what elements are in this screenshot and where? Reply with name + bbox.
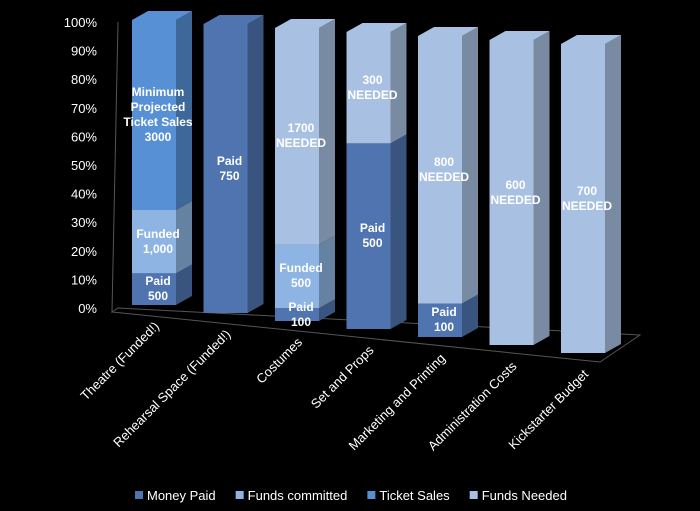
legend-swatch	[469, 491, 478, 499]
data-label: Funded 1,000	[136, 226, 180, 256]
bar-front	[275, 308, 319, 321]
y-tick-label: 90%	[71, 44, 97, 59]
bar-segment	[132, 11, 192, 210]
bar-top	[275, 19, 335, 28]
legend-swatch	[235, 491, 244, 499]
bar-front	[561, 44, 605, 353]
bar-top	[132, 11, 192, 20]
bar-front	[418, 303, 462, 337]
floor	[110, 307, 642, 363]
bar-side	[247, 15, 264, 313]
bar-top	[346, 23, 407, 32]
bar-side	[319, 299, 335, 321]
bar-front	[132, 210, 176, 274]
x-tick-label: Costumes	[253, 334, 305, 386]
legend-swatch	[135, 491, 143, 499]
bar-segment	[561, 35, 621, 353]
bar-top	[561, 35, 621, 44]
bar-segment	[418, 294, 478, 337]
y-tick-label: 50%	[71, 158, 97, 173]
bar-side	[319, 19, 335, 245]
y-tick-label: 0%	[78, 301, 97, 316]
bar-side	[462, 27, 478, 304]
x-tick-label: Kickstarter Budget	[505, 366, 591, 452]
y-tick-label: 60%	[71, 129, 97, 144]
bar-front	[275, 28, 319, 245]
y-tick-label: 80%	[71, 72, 97, 87]
y-tick-label: 70%	[71, 101, 97, 116]
y-tick-label: 40%	[71, 187, 97, 202]
data-label: 300 NEEDED	[347, 72, 398, 102]
bar-segment	[489, 31, 550, 345]
bar-front	[132, 273, 176, 305]
data-label: Paid 500	[145, 274, 171, 304]
legend-label: Funds committed	[248, 488, 348, 503]
bar-segment	[275, 235, 335, 309]
data-label: Paid 100	[431, 305, 457, 335]
data-label: Paid 750	[216, 153, 243, 183]
data-label: Minimum Projected Ticket Sales 3000	[123, 85, 193, 144]
y-axis-line	[111, 21, 119, 313]
legend-label: Funds Needed	[482, 488, 567, 503]
bar-segment	[275, 19, 335, 245]
bar-front	[346, 143, 391, 329]
bar-segment	[418, 27, 478, 304]
bar-top	[489, 31, 550, 40]
y-tick-label: 30%	[71, 215, 97, 230]
data-label: Paid 500	[359, 221, 386, 251]
bar-segment	[132, 201, 192, 274]
legend-swatch	[367, 491, 376, 499]
y-tick-label: 10%	[71, 272, 97, 287]
bar-front	[275, 244, 319, 309]
bar-front	[489, 40, 534, 345]
bar-front	[203, 24, 248, 313]
bar-side	[605, 35, 621, 353]
bar-segment	[346, 134, 407, 329]
bar-side	[319, 235, 335, 309]
bar-side	[462, 294, 478, 337]
bar-top	[203, 15, 264, 24]
y-tick-label: 100%	[64, 15, 98, 30]
data-label: 800 NEEDED	[418, 154, 469, 184]
x-tick-label: Theatre (Funded!)	[77, 319, 162, 404]
bar-top	[418, 27, 478, 36]
bar-front	[132, 20, 176, 210]
data-label: 700 NEEDED	[561, 183, 612, 213]
bar-front	[346, 32, 391, 144]
data-label: Paid 100	[288, 299, 314, 329]
data-label: 1700 NEEDED	[275, 121, 326, 151]
bar-side	[176, 264, 192, 305]
bar-segment	[203, 15, 264, 313]
bar-side	[533, 31, 550, 345]
bar-side	[390, 23, 407, 144]
bar-side	[176, 11, 192, 210]
bar-side	[176, 201, 192, 274]
bar-side	[390, 134, 407, 329]
x-tick-label: Administration Costs	[425, 358, 520, 453]
legend-label: Money Paid	[147, 488, 216, 503]
bar-front	[418, 36, 462, 304]
legend-label: Ticket Sales	[379, 488, 450, 503]
y-tick-label: 20%	[71, 244, 97, 259]
bar-segment	[275, 299, 335, 321]
bar-segment	[132, 264, 192, 305]
bar-segment	[346, 23, 407, 144]
data-label: 600 NEEDED	[490, 177, 541, 207]
data-label: Funded 500	[279, 261, 323, 291]
x-tick-label: Set and Props	[308, 342, 377, 411]
